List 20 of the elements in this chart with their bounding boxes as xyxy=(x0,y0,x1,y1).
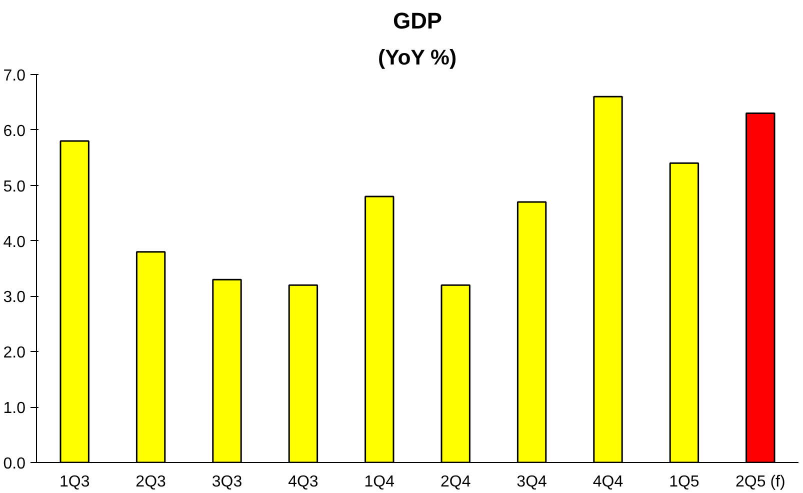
y-tick-label: 2.0 xyxy=(3,344,26,362)
chart-subtitle: (YoY %) xyxy=(378,46,457,70)
x-tick-label: 3Q3 xyxy=(212,474,242,490)
y-tick-label: 5.0 xyxy=(3,178,26,196)
x-tick-label: 4Q4 xyxy=(592,474,624,490)
x-tick-label: 1Q5 xyxy=(669,474,700,490)
y-tick-label: 1.0 xyxy=(3,400,26,418)
x-tick-label: 4Q3 xyxy=(288,474,318,490)
chart-title: GDP xyxy=(392,8,442,34)
y-tick-label: 4.0 xyxy=(3,234,26,251)
y-tick-label: 3.0 xyxy=(3,289,26,306)
x-tick-label: 1Q3 xyxy=(59,474,90,490)
x-tick-label: 3Q4 xyxy=(516,474,548,490)
y-tick-label: 0.0 xyxy=(3,456,26,472)
x-tick-label: 2Q4 xyxy=(440,474,471,490)
x-tick-label: 1Q4 xyxy=(364,474,395,490)
y-tick-label: 6.0 xyxy=(3,122,26,140)
y-tick-label: 7.0 xyxy=(3,68,26,84)
x-tick-label: 2Q5 (f) xyxy=(736,474,786,490)
x-tick-label: 2Q3 xyxy=(136,474,166,490)
